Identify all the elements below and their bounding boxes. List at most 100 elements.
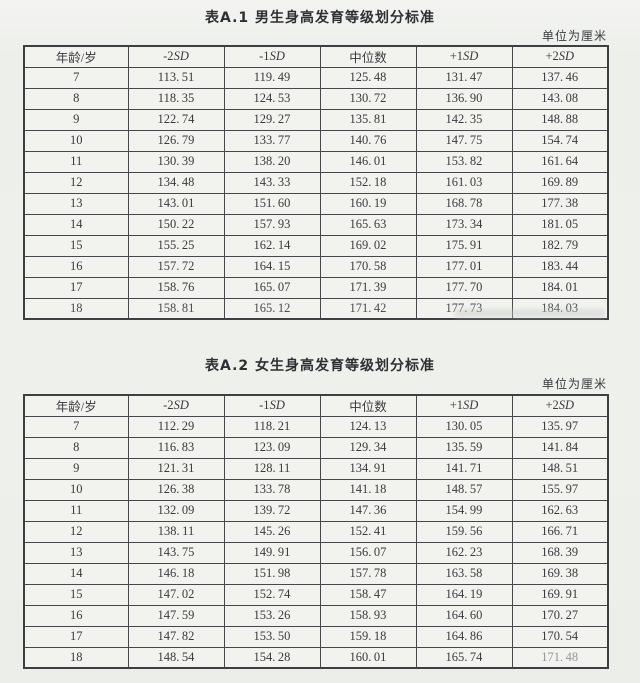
table-row: 14 150. 22 157. 93 165. 63 173. 34 181. 05	[23, 213, 609, 236]
table-cell: 133. 78	[223, 478, 321, 501]
table-cell: 161. 64	[511, 150, 609, 173]
table-cell: 141. 71	[415, 457, 513, 480]
table-cell: 13	[23, 192, 129, 215]
table-cell: 126. 79	[127, 129, 225, 152]
table-cell: 171. 42	[319, 297, 417, 320]
table-row: 12 134. 48 143. 33 152. 18 161. 03 169. 89	[23, 171, 609, 194]
table-cell: 141. 84	[511, 436, 609, 459]
table-cell: 153. 82	[415, 150, 513, 173]
table-cell: 136. 90	[415, 87, 513, 110]
table-cell: 169. 89	[511, 171, 609, 194]
table-cell: 143. 33	[223, 171, 321, 194]
table-cell: 155. 25	[127, 234, 225, 257]
table-cell: 125. 48	[319, 66, 417, 89]
table-cell: 169. 91	[511, 583, 609, 606]
column-header: -1SD	[223, 45, 321, 68]
table-cell: 18	[23, 297, 129, 320]
table-cell: 16	[23, 255, 129, 278]
table-cell: 14	[23, 213, 129, 236]
table-cell: 123. 09	[223, 436, 321, 459]
column-header: 年龄/岁	[23, 45, 129, 68]
table-row: 15 147. 02 152. 74 158. 47 164. 19 169. 91	[23, 583, 609, 606]
table-cell: 149. 91	[223, 541, 321, 564]
table-cell: 17	[23, 276, 129, 299]
table-row: 9 122. 74 129. 27 135. 81 142. 35 148. 88	[23, 108, 609, 131]
table-cell: 10	[23, 478, 129, 501]
table-cell: 135. 81	[319, 108, 417, 131]
table-cell: 169. 02	[319, 234, 417, 257]
table-cell: 147. 59	[127, 604, 225, 627]
table-cell: 146. 18	[127, 562, 225, 585]
column-header: -2SD	[127, 45, 225, 68]
table-cell: 11	[23, 150, 129, 173]
column-header: +2SD	[511, 45, 609, 68]
table-cell: 168. 39	[511, 541, 609, 564]
table-cell: 8	[23, 87, 129, 110]
table-cell: 132. 09	[127, 499, 225, 522]
table-cell: 12	[23, 171, 129, 194]
table-cell: 184. 01	[511, 276, 609, 299]
table-cell: 143. 01	[127, 192, 225, 215]
table-row: 14 146. 18 151. 98 157. 78 163. 58 169. 38	[23, 562, 609, 585]
column-header: +1SD	[415, 45, 513, 68]
table-cell: 152. 41	[319, 520, 417, 543]
table-cell: 164. 19	[415, 583, 513, 606]
table-cell: 177. 38	[511, 192, 609, 215]
table-cell: 171. 48	[511, 646, 609, 669]
table-row: 15 155. 25 162. 14 169. 02 175. 91 182. 79	[23, 234, 609, 257]
table-cell: 128. 11	[223, 457, 321, 480]
table-cell: 138. 20	[223, 150, 321, 173]
table-cell: 11	[23, 499, 129, 522]
table-cell: 143. 08	[511, 87, 609, 110]
table-cell: 162. 23	[415, 541, 513, 564]
table-cell: 161. 03	[415, 171, 513, 194]
table-cell: 160. 01	[319, 646, 417, 669]
table-cell: 147. 75	[415, 129, 513, 152]
table-row: 8 116. 83 123. 09 129. 34 135. 59 141. 84	[23, 436, 609, 459]
table-row: 10 126. 38 133. 78 141. 18 148. 57 155. 97	[23, 478, 609, 501]
table-row: 9 121. 31 128. 11 134. 91 141. 71 148. 51	[23, 457, 609, 480]
table-cell: 129. 27	[223, 108, 321, 131]
table-cell: 140. 76	[319, 129, 417, 152]
table-cell: 15	[23, 234, 129, 257]
table-cell: 159. 56	[415, 520, 513, 543]
table-cell: 126. 38	[127, 478, 225, 501]
table-cell: 147. 36	[319, 499, 417, 522]
table-cell: 159. 18	[319, 625, 417, 648]
column-header: 中位数	[319, 45, 417, 68]
table-cell: 10	[23, 129, 129, 152]
table-cell: 124. 53	[223, 87, 321, 110]
table-cell: 177. 01	[415, 255, 513, 278]
table-row: 11 132. 09 139. 72 147. 36 154. 99 162. 63	[23, 499, 609, 522]
column-header: -2SD	[127, 394, 225, 417]
table-cell: 154. 74	[511, 129, 609, 152]
table-cell: 166. 71	[511, 520, 609, 543]
table-cell: 135. 59	[415, 436, 513, 459]
column-header: +2SD	[511, 394, 609, 417]
table-cell: 168. 78	[415, 192, 513, 215]
table-cell: 152. 18	[319, 171, 417, 194]
table-cell: 12	[23, 520, 129, 543]
table-cell: 112. 29	[127, 415, 225, 438]
table-cell: 177. 73	[415, 297, 513, 320]
table-cell: 124. 13	[319, 415, 417, 438]
table-cell: 164. 15	[223, 255, 321, 278]
table-cell: 139. 72	[223, 499, 321, 522]
table-cell: 122. 74	[127, 108, 225, 131]
table-cell: 156. 07	[319, 541, 417, 564]
table-cell: 171. 39	[319, 276, 417, 299]
table-cell: 148. 54	[127, 646, 225, 669]
column-header: 中位数	[319, 394, 417, 417]
table-cell: 154. 28	[223, 646, 321, 669]
table-cell: 145. 26	[223, 520, 321, 543]
table-row: 16 147. 59 153. 26 158. 93 164. 60 170. 27	[23, 604, 609, 627]
table-cell: 150. 22	[127, 213, 225, 236]
table-cell: 152. 74	[223, 583, 321, 606]
table-row: 10 126. 79 133. 77 140. 76 147. 75 154. 74	[23, 129, 609, 152]
table-cell: 153. 26	[223, 604, 321, 627]
header-row: 年龄/岁 -2SD -1SD 中位数 +1SD +2SD	[23, 45, 609, 68]
table-cell: 175. 91	[415, 234, 513, 257]
table-cell: 151. 60	[223, 192, 321, 215]
table-cell: 113. 51	[127, 66, 225, 89]
table1-unit-label: 单位为厘米	[541, 29, 607, 43]
